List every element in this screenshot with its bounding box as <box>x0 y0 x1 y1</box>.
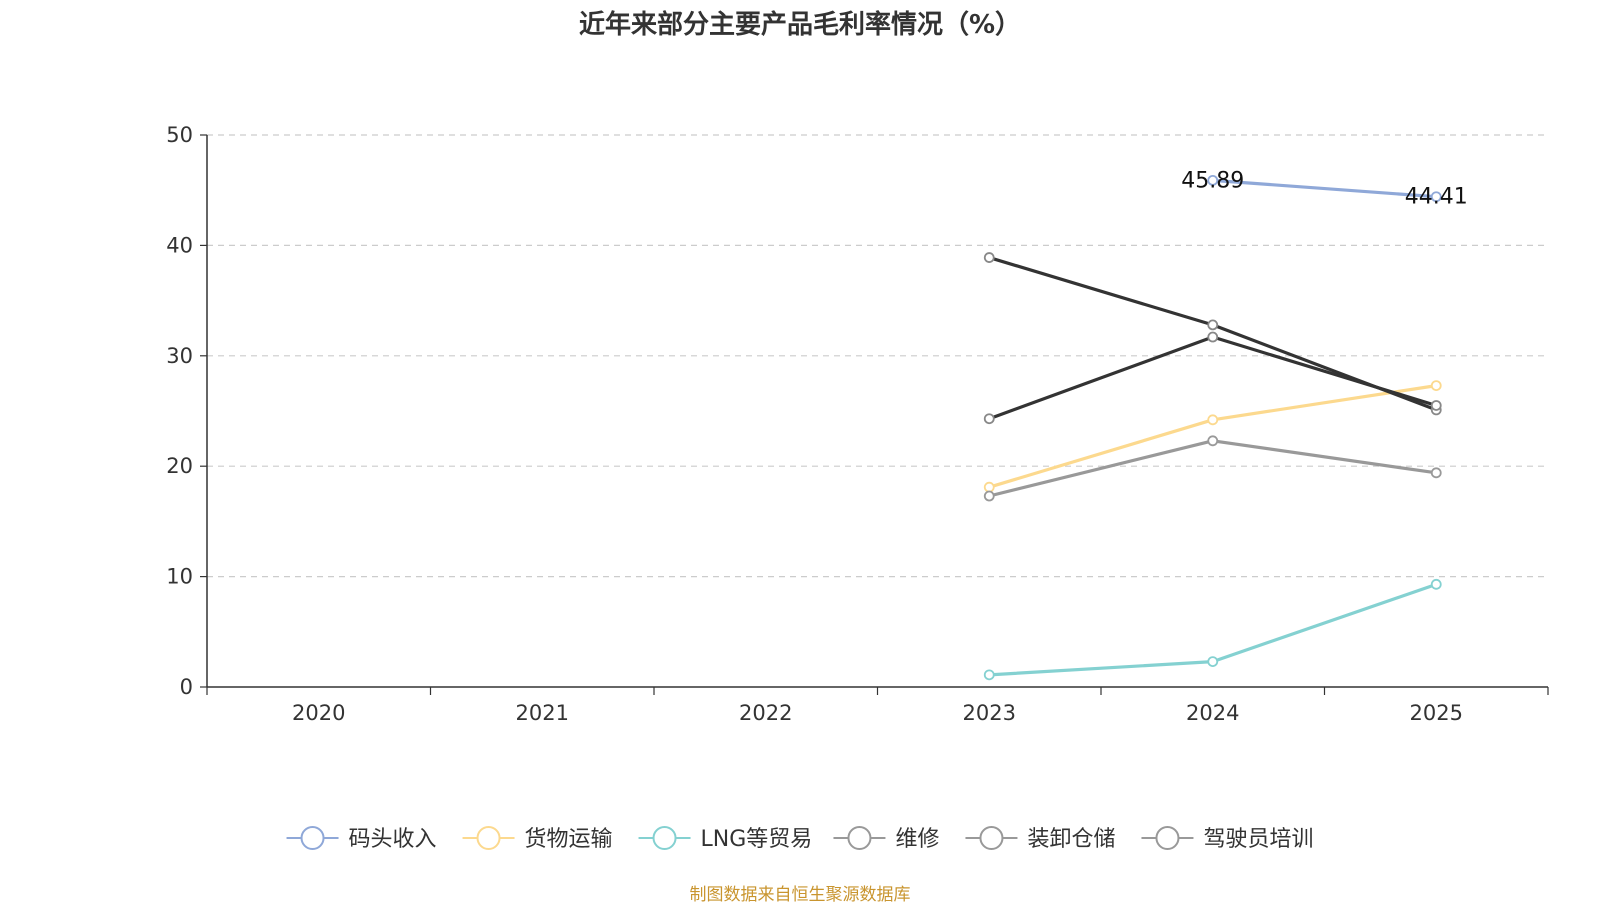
legend-marker <box>979 826 1004 850</box>
legend-marker <box>476 826 501 850</box>
x-tick-label-2025: 2025 <box>1410 701 1463 725</box>
y-tick-label: 10 <box>166 565 193 589</box>
axes: 0 10 20 30 40 50 2020 2021 2022 2023 2024 2025 <box>166 123 1549 725</box>
data-point <box>1207 331 1219 343</box>
legend-item-4: 维修 <box>833 826 939 852</box>
data-point <box>1430 578 1442 590</box>
x-tick-label-2020: 2020 <box>292 701 345 725</box>
legend-label: 维修 <box>895 827 939 852</box>
legend-marker <box>300 826 325 850</box>
data-point <box>1207 656 1219 668</box>
data-point <box>983 252 995 263</box>
legend-item-1: 码头收入 <box>286 826 437 852</box>
legend-marker <box>1155 826 1180 850</box>
data-point <box>1430 380 1442 392</box>
legend-label: 货物运输 <box>525 827 613 852</box>
legend-item-2: 货物运输 <box>462 826 613 852</box>
legend-marker <box>652 826 677 850</box>
legend: 码头收入 货物运输 LNG等贸易 维修 装卸仓储 驾驶员培训 <box>286 826 1313 852</box>
y-tick-label: 50 <box>166 123 193 147</box>
data-point <box>983 481 995 493</box>
series-line-6 <box>988 335 1437 421</box>
chart-title: 近年来部分主要产品毛利率情况（%） <box>578 10 1022 40</box>
data-point <box>1207 414 1219 426</box>
data-point <box>1430 467 1442 479</box>
legend-label: 码头收入 <box>349 827 437 852</box>
x-tick-label-2022: 2022 <box>739 701 792 725</box>
y-tick-label: 40 <box>166 233 193 257</box>
data-point <box>983 669 995 681</box>
series-line-1 <box>1212 178 1437 199</box>
data-point <box>1207 174 1219 186</box>
data-point <box>983 490 995 502</box>
grid-lines <box>207 134 1548 578</box>
x-tick-label-2023: 2023 <box>963 701 1016 725</box>
data-point <box>983 413 995 425</box>
x-tick-label-2021: 2021 <box>516 701 569 725</box>
legend-label: 装卸仓储 <box>1027 827 1115 852</box>
data-labels: 45.89 44.41 <box>1181 168 1467 209</box>
legend-marker <box>847 826 872 850</box>
legend-item-3: LNG等贸易 <box>638 826 813 852</box>
source-note: 制图数据来自恒生聚源数据库 <box>689 885 911 905</box>
legend-label: LNG等贸易 <box>701 827 813 852</box>
data-point <box>1430 400 1442 411</box>
legend-label: 驾驶员培训 <box>1203 827 1313 852</box>
legend-item-6: 驾驶员培训 <box>1141 826 1313 852</box>
y-tick-label: 0 <box>180 675 193 699</box>
y-tick-label: 20 <box>166 454 193 478</box>
data-label: 45.89 <box>1181 168 1244 193</box>
data-point <box>1207 435 1219 447</box>
y-tick-label: 30 <box>166 344 193 368</box>
data-point <box>1430 191 1442 203</box>
series-lines <box>983 174 1442 681</box>
data-label: 44.41 <box>1405 185 1468 210</box>
legend-item-5: 装卸仓储 <box>965 826 1115 852</box>
x-tick-label-2024: 2024 <box>1186 701 1239 725</box>
data-point <box>1207 319 1219 331</box>
